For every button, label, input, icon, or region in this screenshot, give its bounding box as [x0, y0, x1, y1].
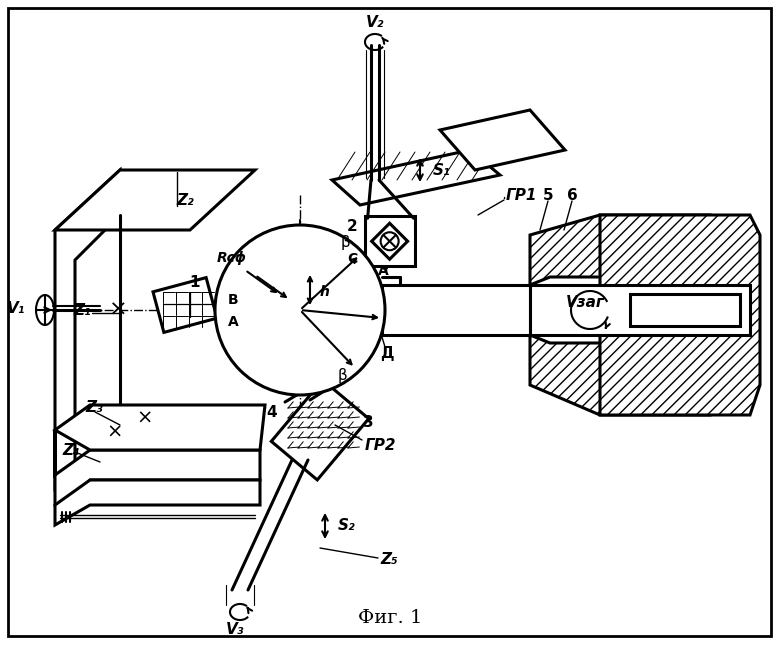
Polygon shape [440, 110, 565, 170]
Polygon shape [271, 380, 369, 480]
Text: V₃: V₃ [226, 623, 244, 638]
Text: 1: 1 [190, 275, 200, 289]
Text: V₂: V₂ [366, 14, 385, 30]
Text: S₂: S₂ [338, 519, 356, 534]
Polygon shape [55, 405, 265, 450]
Text: B: B [228, 293, 239, 307]
Ellipse shape [36, 295, 54, 325]
Text: ГР2: ГР2 [365, 437, 396, 452]
Text: 6: 6 [566, 187, 577, 202]
Text: Vзаг: Vзаг [566, 295, 604, 309]
Text: ×: × [136, 408, 153, 428]
Polygon shape [600, 215, 760, 415]
Text: Д: Д [381, 346, 394, 360]
Text: A: A [378, 264, 388, 278]
Text: Rсϕ: Rсϕ [217, 251, 247, 265]
Polygon shape [55, 170, 255, 230]
Text: β: β [340, 234, 350, 249]
Polygon shape [530, 335, 710, 415]
Text: C: C [347, 252, 357, 266]
Polygon shape [530, 215, 710, 285]
Text: ×: × [108, 300, 127, 320]
Polygon shape [55, 170, 120, 490]
Polygon shape [55, 430, 260, 505]
Text: 4: 4 [267, 404, 278, 419]
Polygon shape [332, 150, 500, 205]
Text: A: A [228, 315, 239, 329]
Text: Z₄: Z₄ [62, 443, 80, 457]
Text: Фиг. 1: Фиг. 1 [358, 609, 422, 627]
Text: 2: 2 [346, 219, 357, 234]
Text: Z₂: Z₂ [176, 193, 193, 207]
Text: 5: 5 [543, 187, 553, 202]
Bar [630, 294, 740, 326]
Text: Z₅: Z₅ [380, 552, 398, 567]
Polygon shape [153, 278, 217, 333]
Text: Z₃: Z₃ [85, 399, 103, 415]
Text: ГР1: ГР1 [506, 187, 537, 202]
Polygon shape [55, 480, 260, 525]
Text: S₁: S₁ [433, 163, 451, 178]
Text: V₁: V₁ [6, 300, 25, 315]
Circle shape [215, 225, 385, 395]
Text: Z₁: Z₁ [73, 302, 90, 317]
Bar [382, 285, 530, 335]
Polygon shape [364, 216, 415, 266]
Text: ×: × [107, 422, 123, 441]
Polygon shape [530, 285, 750, 335]
Text: h: h [320, 285, 330, 299]
Text: 3: 3 [363, 415, 374, 430]
Text: β: β [337, 368, 347, 382]
Polygon shape [371, 224, 408, 259]
